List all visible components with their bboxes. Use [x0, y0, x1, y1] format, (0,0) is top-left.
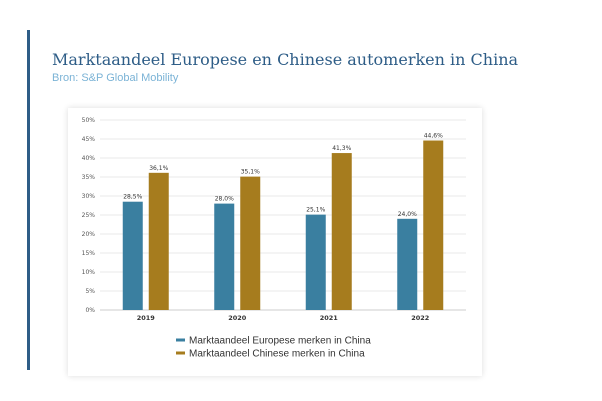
bar-china [423, 140, 444, 310]
data-label: 25,1% [306, 207, 325, 214]
x-tick-label: 2021 [320, 314, 339, 322]
bar-europe [214, 203, 235, 310]
y-tick-label: 45% [82, 136, 96, 143]
legend-swatch-europe [176, 338, 185, 342]
y-tick-label: 15% [82, 250, 96, 257]
data-label: 28,5% [123, 194, 142, 201]
bar-europe [397, 218, 418, 310]
y-tick-label: 40% [82, 155, 96, 162]
legend-swatch-china [176, 351, 185, 355]
x-tick-label: 2022 [411, 314, 429, 322]
page-title: Marktaandeel Europese en Chinese automer… [52, 50, 519, 69]
y-tick-label: 50% [82, 117, 96, 124]
source-subtitle: Bron: S&P Global Mobility [52, 72, 179, 84]
data-label: 44,6% [424, 133, 443, 140]
x-tick-label: 2020 [228, 314, 247, 322]
data-label: 35,1% [241, 169, 260, 176]
y-tick-label: 0% [85, 307, 95, 314]
bar-china [148, 172, 169, 310]
data-label: 41,3% [332, 145, 351, 152]
bar-europe [122, 201, 143, 310]
y-tick-label: 20% [82, 231, 96, 238]
legend-label-europe: Marktaandeel Europese merken in China [189, 336, 371, 347]
data-label: 24,0% [398, 211, 417, 218]
legend-label-china: Marktaandeel Chinese merken in China [189, 349, 365, 360]
bar-china [240, 176, 261, 310]
accent-bar [27, 30, 30, 370]
data-label: 28,0% [215, 196, 234, 203]
y-tick-label: 35% [82, 174, 96, 181]
y-tick-label: 10% [82, 269, 96, 276]
x-tick-label: 2019 [137, 314, 156, 322]
bar-china [331, 153, 352, 310]
y-tick-label: 30% [82, 193, 96, 200]
bar-europe [305, 214, 326, 310]
y-tick-label: 25% [82, 212, 96, 219]
y-tick-label: 5% [85, 288, 95, 295]
data-label: 36,1% [149, 165, 168, 172]
